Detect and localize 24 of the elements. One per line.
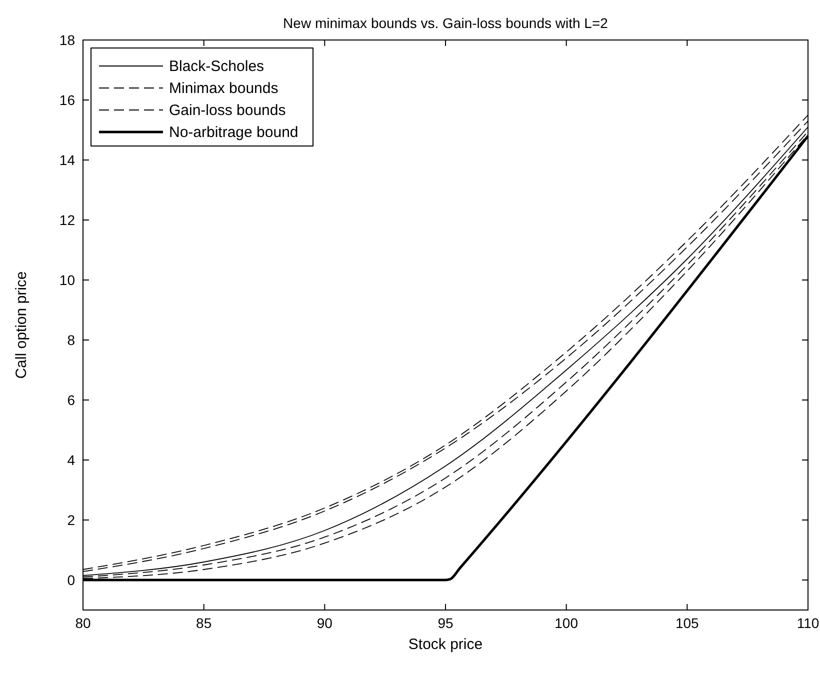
x-tick-label: 95 [438,615,454,631]
legend-label: No-arbitrage bound [169,124,298,141]
x-tick-label: 85 [196,615,212,631]
chart-title: New minimax bounds vs. Gain-loss bounds with L=2 [283,15,608,31]
y-tick-label: 2 [67,512,76,528]
y-tick-label: 8 [67,332,76,348]
x-tick-label: 100 [554,615,578,631]
y-tick-label: 6 [67,392,76,408]
x-tick-label: 105 [675,615,700,631]
y-axis-title: Call option price [13,271,30,379]
legend-label: Black-Scholes [169,58,264,75]
y-tick-label: 12 [59,212,76,228]
y-tick-label: 4 [67,452,76,468]
y-tick-label: 18 [59,32,76,48]
legend-label: Minimax bounds [169,80,278,97]
y-tick-label: 10 [59,272,76,288]
y-tick-label: 14 [59,152,76,168]
x-tick-label: 110 [796,615,820,631]
y-tick-label: 16 [59,92,76,108]
x-tick-label: 80 [75,615,91,631]
legend-label: Gain-loss bounds [169,102,286,119]
y-tick-label: 0 [67,572,76,588]
x-axis-title: Stock price [408,636,483,653]
x-tick-label: 90 [316,615,333,631]
